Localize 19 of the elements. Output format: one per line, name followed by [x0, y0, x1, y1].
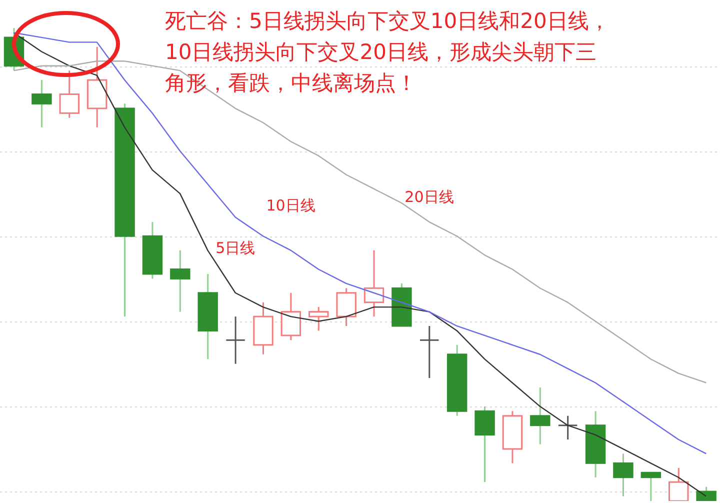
series-label: 5日线 [216, 238, 256, 257]
candlestick [336, 287, 356, 327]
candlestick [474, 406, 495, 483]
series-label: 10日线 [266, 196, 316, 214]
candlestick [364, 250, 384, 318]
candlestick [696, 486, 716, 501]
candlestick [530, 386, 550, 445]
series-label: 20日线 [404, 188, 454, 206]
candlestick [558, 415, 578, 440]
candlestick [225, 316, 246, 365]
candlestick [59, 70, 80, 119]
candlestick [170, 250, 190, 313]
annotation: 死亡谷：5日线拐头向下交叉10日线和20日线，10日线拐头向下交叉20日线，形成尖头朝下三角形，看跌，中线离场点！ [165, 8, 610, 97]
candlestick [419, 325, 440, 379]
candlestick [280, 292, 302, 341]
candlestick [32, 79, 52, 128]
candlestick [640, 472, 662, 501]
candlestick [613, 452, 634, 498]
candlestick [308, 306, 329, 332]
